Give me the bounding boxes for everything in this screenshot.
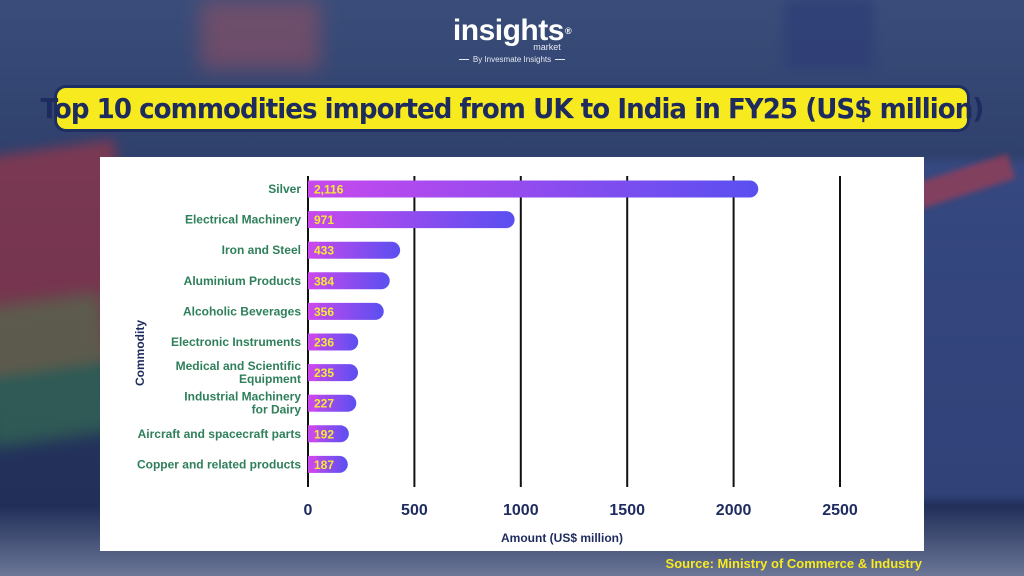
bar-chart: 2,116 Silver 971 Electrical Machinery 433 Iro… bbox=[133, 176, 858, 545]
category-label-line: Silver bbox=[268, 182, 301, 196]
brand-sub: market bbox=[533, 42, 561, 52]
value-label: 236 bbox=[314, 336, 334, 350]
brand-name: insights bbox=[452, 14, 565, 47]
category-label-line: Iron and Steel bbox=[222, 243, 301, 257]
chart-title: Top 10 commodities imported from UK to I… bbox=[40, 92, 985, 125]
category-label: Electronic Instruments bbox=[171, 335, 301, 349]
brand-tagline: By Invesmate Insights bbox=[0, 55, 1024, 64]
value-label: 384 bbox=[314, 274, 334, 288]
bar-left-edge bbox=[308, 241, 317, 259]
bar-left-edge bbox=[308, 333, 317, 351]
bar-1 bbox=[308, 180, 759, 198]
value-label: 356 bbox=[314, 305, 334, 319]
brand-registered-mark: ® bbox=[564, 26, 572, 36]
category-label: Electrical Machinery bbox=[185, 213, 301, 227]
category-label: Aircraft and spacecraft parts bbox=[138, 427, 302, 441]
x-axis-title: Amount (US$ million) bbox=[501, 531, 623, 545]
bar-left-edge bbox=[308, 211, 317, 229]
category-label-line: Equipment bbox=[239, 372, 301, 386]
category-label-line: Electronic Instruments bbox=[171, 335, 301, 349]
bar-left-edge bbox=[308, 425, 317, 443]
brand-logo: insights® market By Invesmate Insights bbox=[0, 14, 1024, 65]
x-tick-label: 0 bbox=[304, 502, 313, 519]
y-axis-title: Commodity bbox=[133, 320, 147, 386]
category-label: Silver bbox=[268, 182, 301, 196]
category-label-line: Copper and related products bbox=[137, 457, 301, 471]
value-label: 433 bbox=[314, 244, 334, 258]
bar-5 bbox=[308, 302, 384, 320]
value-label: 227 bbox=[314, 397, 334, 411]
category-label: Iron and Steel bbox=[222, 243, 301, 257]
x-tick-label: 1500 bbox=[609, 502, 645, 519]
category-label: Industrial Machinery for Dairy bbox=[184, 390, 301, 417]
bar-7 bbox=[308, 364, 359, 382]
category-label-line: for Dairy bbox=[252, 403, 302, 417]
value-label: 187 bbox=[314, 458, 334, 472]
bar-left-edge bbox=[308, 394, 317, 412]
bar-3 bbox=[308, 241, 401, 259]
category-label-line: Electrical Machinery bbox=[185, 213, 301, 227]
x-tick-label: 500 bbox=[401, 502, 428, 519]
value-label: 971 bbox=[314, 213, 334, 227]
source-note: Source: Ministry of Commerce & Industry bbox=[665, 556, 922, 571]
category-label-line: Industrial Machinery bbox=[184, 390, 301, 404]
value-label: 2,116 bbox=[314, 183, 344, 197]
category-label-line: Aluminium Products bbox=[184, 274, 302, 288]
bar-2 bbox=[308, 211, 515, 229]
bar-left-edge bbox=[308, 180, 317, 198]
value-label: 192 bbox=[314, 427, 334, 441]
category-label: Copper and related products bbox=[137, 457, 301, 471]
category-label-line: Medical and Scientific bbox=[176, 359, 302, 373]
bar-8 bbox=[308, 394, 357, 412]
x-tick-label: 2500 bbox=[822, 502, 858, 519]
bar-9 bbox=[308, 425, 349, 443]
bar-10 bbox=[308, 455, 348, 473]
category-label-line: Aircraft and spacecraft parts bbox=[138, 427, 302, 441]
bar-4 bbox=[308, 272, 390, 290]
chart-card: 2,116 Silver 971 Electrical Machinery 433 Iro… bbox=[100, 157, 924, 551]
category-label: Medical and Scientific Equipment bbox=[176, 359, 302, 386]
title-banner: Top 10 commodities imported from UK to I… bbox=[41, 85, 984, 132]
value-label: 235 bbox=[314, 366, 334, 380]
x-tick-label: 2000 bbox=[716, 502, 752, 519]
category-label: Alcoholic Beverages bbox=[183, 304, 301, 318]
category-label: Aluminium Products bbox=[184, 274, 302, 288]
bar-6 bbox=[308, 333, 359, 351]
bar-left-edge bbox=[308, 455, 317, 473]
bar-left-edge bbox=[308, 302, 317, 320]
x-tick-label: 1000 bbox=[503, 502, 539, 519]
category-label-line: Alcoholic Beverages bbox=[183, 304, 301, 318]
bar-left-edge bbox=[308, 272, 317, 290]
bar-left-edge bbox=[308, 364, 317, 382]
